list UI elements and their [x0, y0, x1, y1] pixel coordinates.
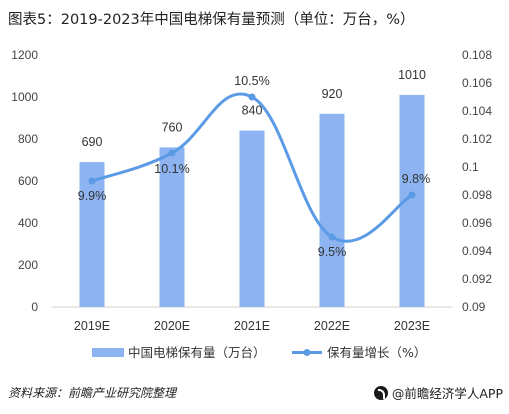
x-tick-label: 2019E	[74, 319, 110, 333]
source-note: 资料来源：前瞻产业研究院整理	[8, 386, 177, 400]
legend-bar-swatch	[92, 348, 124, 357]
bar-value-label: 760	[162, 120, 183, 134]
brand-logo-icon	[373, 385, 388, 400]
y-right-tick-label: 0.106	[462, 76, 492, 90]
brand-credit: @前瞻经济学人APP	[373, 383, 503, 402]
x-tick-label: 2023E	[394, 319, 430, 333]
y-right-tick-label: 0.104	[462, 104, 492, 118]
y-left-tick-label: 600	[18, 174, 38, 188]
y-left-tick-label: 1200	[11, 48, 38, 62]
legend-bar-label: 中国电梯保有量（万台）	[128, 345, 266, 360]
bar-value-label: 920	[322, 87, 343, 101]
x-tick-label: 2020E	[154, 319, 190, 333]
y-right-tick-label: 0.1	[462, 160, 479, 174]
y-right-tick-label: 0.102	[462, 132, 492, 146]
line-point	[248, 93, 256, 101]
chart-title: 图表5：2019-2023年中国电梯保有量预测（单位：万台，%）	[8, 12, 415, 28]
line-value-label: 10.5%	[234, 74, 269, 88]
y-right-tick-label: 0.098	[462, 188, 492, 202]
y-left-tick-label: 400	[18, 216, 38, 230]
x-tick-label: 2021E	[234, 319, 270, 333]
line-point	[168, 149, 176, 157]
y-left-tick-label: 800	[18, 132, 38, 146]
line-value-label: 9.8%	[402, 172, 431, 186]
y-right-tick-label: 0.108	[462, 48, 492, 62]
line-value-label: 9.9%	[78, 189, 107, 203]
y-right-tick-label: 0.092	[462, 272, 492, 286]
line-point	[88, 177, 96, 185]
bar-series: 690 760 840 920 1010	[79, 68, 426, 308]
y-left-tick-label: 200	[18, 258, 38, 272]
bar-value-label: 840	[242, 104, 263, 118]
bar	[159, 147, 185, 307]
bar	[79, 162, 105, 307]
y-left-tick-label: 0	[31, 300, 38, 314]
legend-line-label: 保有量增长（%）	[327, 345, 426, 360]
legend: 中国电梯保有量（万台） 保有量增长（%）	[92, 345, 426, 360]
y-right-tick-label: 0.096	[462, 216, 492, 230]
y-right-tick-label: 0.09	[462, 300, 486, 314]
legend-line-marker	[303, 349, 311, 356]
line-series: 9.9% 10.1% 10.5% 9.5% 9.8%	[78, 74, 431, 259]
bar	[239, 130, 265, 307]
y-left-tick-label: 1000	[11, 90, 38, 104]
axes: 0 200 400 600 800 1000 1200 0.09 0.092 0.094 0.096…	[11, 48, 492, 333]
x-tick-label: 2022E	[314, 319, 350, 333]
bar-value-label: 1010	[398, 68, 426, 82]
line-value-label: 9.5%	[318, 245, 347, 259]
line-point	[328, 233, 336, 241]
line-point	[408, 191, 416, 199]
y-right-tick-label: 0.094	[462, 244, 492, 258]
growth-line	[91, 92, 413, 243]
bar	[319, 113, 345, 307]
bar-value-label: 690	[82, 135, 103, 149]
line-value-label: 10.1%	[154, 162, 189, 176]
brand-label: @前瞻经济学人APP	[391, 386, 503, 401]
